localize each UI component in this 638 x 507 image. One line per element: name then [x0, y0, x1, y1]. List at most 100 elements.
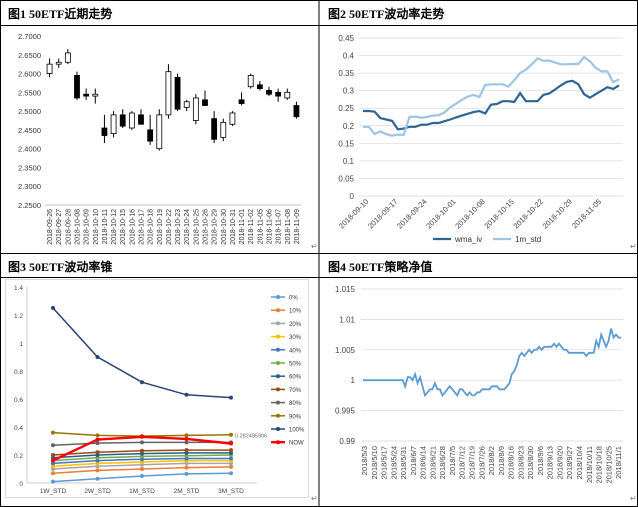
- x-tick-label: 2018/10/18: [595, 446, 604, 484]
- x-tick-label: 2018-09-26: [47, 209, 54, 245]
- candle-body: [165, 71, 172, 116]
- candle-body: [110, 114, 117, 135]
- y-tick-label: 0.4: [343, 52, 355, 61]
- series-point: [184, 453, 189, 458]
- series-point: [140, 467, 144, 471]
- legend-label: 1m_std: [515, 235, 541, 244]
- x-tick-label: 2018/5/10: [370, 446, 379, 479]
- panel-title-4: 图4 50ETF策略净值: [328, 260, 433, 274]
- series-point: [51, 453, 55, 457]
- x-tick-label: 2018/7/26: [477, 446, 486, 479]
- legend-label: 0%: [289, 296, 298, 302]
- legend-label: 80%: [289, 401, 302, 407]
- x-tick-label: 2018-10-15: [120, 209, 127, 245]
- y-tick-label: 0.995: [335, 407, 356, 416]
- series-point: [95, 441, 100, 446]
- series-point: [184, 471, 189, 476]
- x-tick-label: 2018/5/17: [380, 446, 389, 479]
- x-tick-label: 2018/8/16: [507, 446, 516, 479]
- legend-label: 40%: [289, 348, 302, 354]
- x-tick-label: 2018-10-09: [84, 209, 91, 245]
- legend-marker: [276, 334, 280, 339]
- legend-marker: [276, 413, 280, 418]
- y-tick-label: 0.4: [14, 425, 23, 432]
- y-tick-label: 2.4500: [18, 126, 41, 135]
- paragraph-mark: ↵: [630, 494, 637, 503]
- series-point: [184, 456, 189, 461]
- x-tick-label: 2018/7/5: [448, 446, 457, 475]
- series-point: [229, 471, 233, 476]
- x-tick-label: 1W_STD: [40, 488, 67, 495]
- legend-label: 50%: [289, 362, 302, 368]
- x-tick-label: 2018/8/2: [487, 446, 496, 475]
- series-point: [229, 461, 233, 466]
- series-point: [51, 467, 55, 471]
- legend-marker: [276, 400, 280, 405]
- series-point: [95, 464, 100, 469]
- legend-marker: [276, 387, 280, 392]
- x-tick-label: 2018-10-24: [184, 209, 191, 245]
- series-point: [51, 306, 55, 310]
- series-point: [229, 432, 233, 437]
- candle-body: [119, 114, 126, 127]
- y-tick-label: 0.2: [343, 122, 355, 131]
- x-tick-label: 2018-10-15: [482, 197, 515, 230]
- series-point: [184, 392, 189, 397]
- legend-label: wma_iv: [454, 235, 482, 244]
- legend-marker: [276, 440, 280, 445]
- x-tick-label: 2018-11-07: [276, 209, 283, 244]
- candle-body: [284, 91, 291, 99]
- x-tick-label: 3M_STD: [218, 488, 244, 495]
- series-point: [51, 461, 55, 466]
- panel-title-2: 图2 50ETF波动率走势: [328, 7, 445, 21]
- x-tick-label: 2018-11-02: [248, 209, 255, 244]
- x-tick-label: 2018-09-10: [337, 197, 370, 230]
- candle-body: [174, 76, 181, 110]
- legend-marker: [276, 361, 280, 365]
- x-tick-label: 2018-10-01: [424, 197, 457, 230]
- legend-label: 100%: [289, 428, 305, 434]
- candle-body: [147, 129, 154, 142]
- y-tick-label: 1: [19, 341, 23, 348]
- series-point: [184, 450, 189, 455]
- series-point: [51, 464, 55, 469]
- series-point: [184, 448, 189, 453]
- y-tick-label: 0.2: [14, 453, 23, 460]
- x-tick-label: 2018/9/27: [565, 446, 574, 479]
- x-tick-label: 2018/6/14: [419, 446, 428, 479]
- x-tick-label: 2018-10-23: [175, 209, 182, 245]
- panel-title-1: 图1 50ETF近期走势: [8, 7, 113, 21]
- series-point: [184, 465, 189, 470]
- x-tick-label: 2018-11-05: [570, 197, 603, 230]
- x-tick-label: 2018/9/6: [536, 446, 545, 475]
- x-tick-label: 2018/6/21: [428, 446, 437, 479]
- y-tick-label: 1.005: [335, 346, 356, 355]
- x-tick-label: 2018/11/1: [614, 446, 623, 479]
- legend-label: 90%: [289, 414, 302, 420]
- y-tick-label: 0.35: [338, 69, 354, 78]
- x-tick-label: 2018/8/30: [526, 446, 535, 479]
- x-tick-label: 2018-10-26: [203, 209, 210, 245]
- chart-area-border: [5, 279, 309, 498]
- candle-body: [46, 63, 53, 74]
- x-tick-label: 2018-11-06: [267, 209, 274, 244]
- y-tick-label: 2.5500: [18, 88, 41, 97]
- series-point: [51, 479, 55, 484]
- x-tick-label: 2018-10-22: [166, 209, 173, 245]
- legend-marker: [276, 374, 280, 379]
- x-tick-label: 2018-10-12: [111, 209, 118, 245]
- y-tick-label: 1.2: [14, 313, 23, 320]
- y-tick-label: 0.25: [338, 104, 354, 113]
- x-tick-label: 2018-09-27: [56, 209, 63, 245]
- y-tick-label: 0: [350, 192, 355, 201]
- series-point: [229, 464, 233, 469]
- series-point: [51, 455, 55, 460]
- x-tick-label: 2018-09-28: [65, 209, 72, 245]
- x-tick-label: 2018/8/23: [516, 446, 525, 479]
- candle-body: [275, 91, 282, 97]
- series-point: [95, 433, 100, 438]
- candle-body: [192, 97, 199, 121]
- x-tick-label: 2018-11-05: [257, 209, 264, 244]
- series-point: [95, 437, 100, 442]
